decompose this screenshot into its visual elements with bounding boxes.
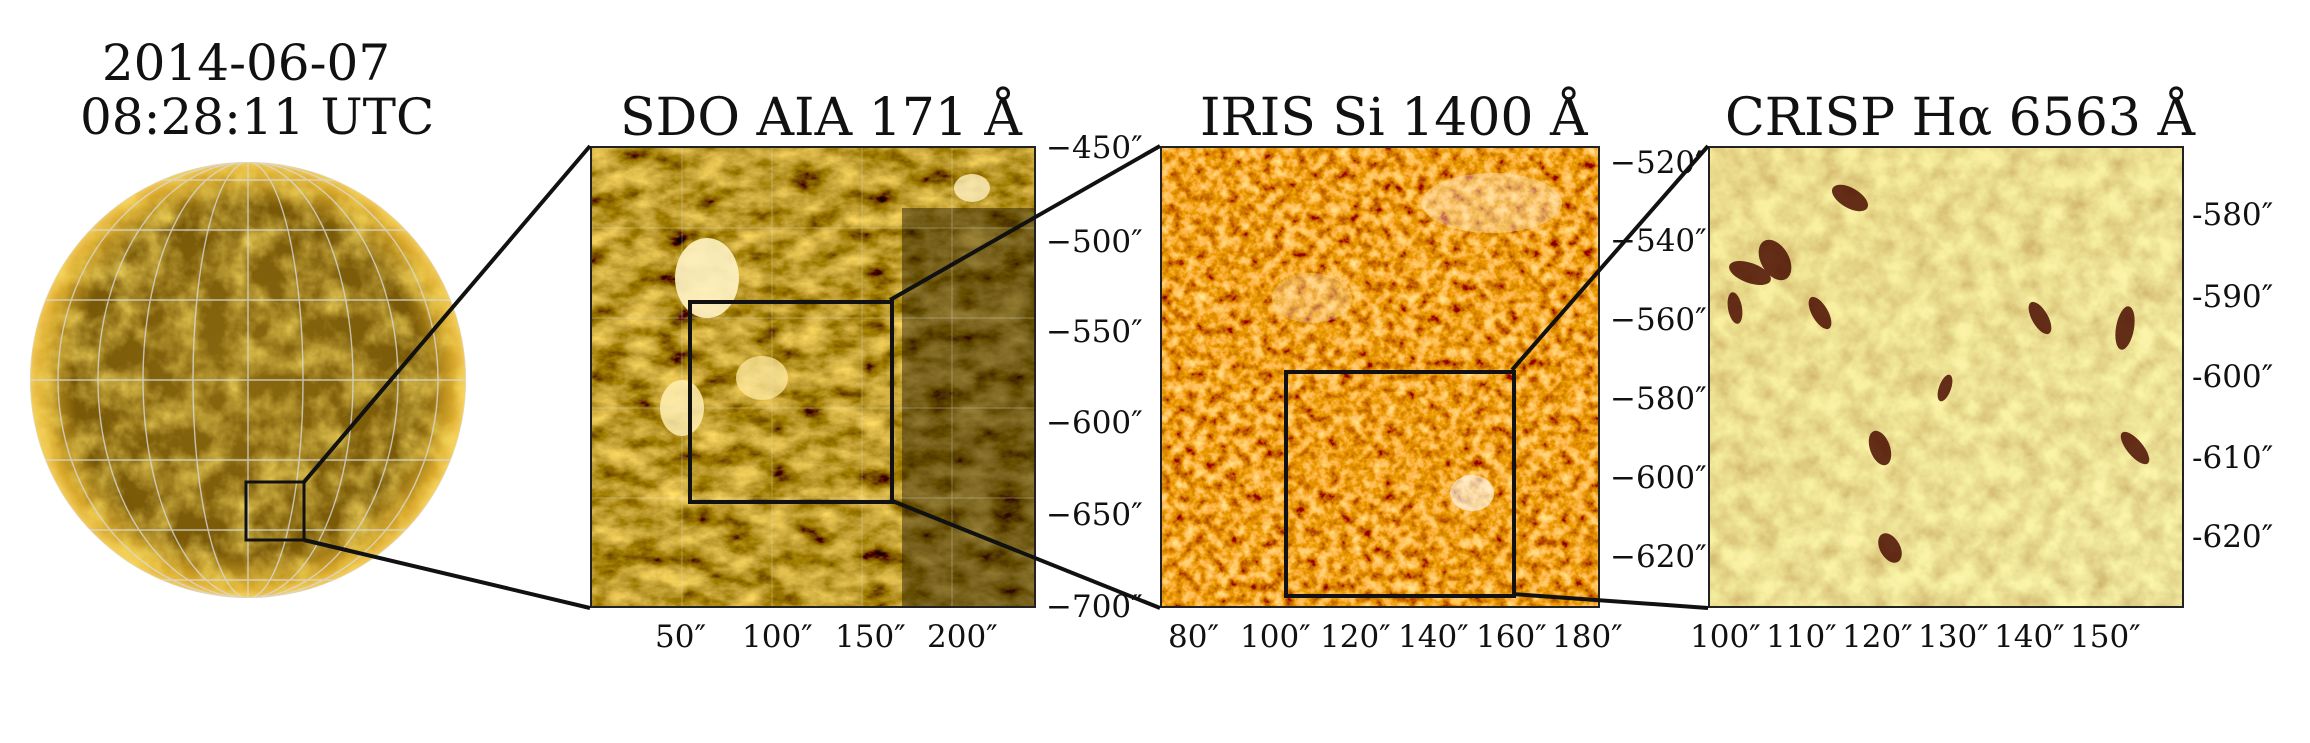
iris-y-tick: −600″ xyxy=(1610,460,1707,496)
aia-y-tick: −700″ xyxy=(1046,589,1143,625)
iris-y-tick: −620″ xyxy=(1610,539,1707,575)
aia-y-tick: −650″ xyxy=(1046,497,1143,533)
iris-x-tick: 140″ xyxy=(1398,619,1469,655)
crisp-y-tick: -610″ xyxy=(2192,440,2274,476)
aia-panel-title: SDO AIA 171 Å xyxy=(620,88,1022,148)
crisp-x-tick: 110″ xyxy=(1766,619,1837,655)
aia-y-tick: −500″ xyxy=(1046,224,1143,260)
crisp-y-tick: -620″ xyxy=(2192,519,2274,555)
crisp-x-tick: 100″ xyxy=(1690,619,1761,655)
iris-zoom-box xyxy=(1284,370,1516,598)
iris-x-tick: 160″ xyxy=(1476,619,1547,655)
iris-1400-image xyxy=(1160,146,1600,608)
crisp-y-tick: -580″ xyxy=(2192,197,2274,233)
iris-y-tick: −580″ xyxy=(1610,381,1707,417)
iris-x-tick: 120″ xyxy=(1320,619,1391,655)
crisp-x-tick: 140″ xyxy=(1994,619,2065,655)
aia-x-tick: 200″ xyxy=(927,619,998,655)
crisp-y-tick: -600″ xyxy=(2192,359,2274,395)
iris-y-tick: −560″ xyxy=(1610,302,1707,338)
iris-x-tick: 100″ xyxy=(1240,619,1311,655)
iris-x-tick: 180″ xyxy=(1552,619,1623,655)
aia-x-tick: 150″ xyxy=(835,619,906,655)
observation-time: 08:28:11 UTC xyxy=(80,88,435,146)
crisp-y-tick: -590″ xyxy=(2192,279,2274,315)
sun-zoom-box xyxy=(244,480,306,542)
aia-x-tick: 100″ xyxy=(742,619,813,655)
iris-x-tick: 80″ xyxy=(1168,619,1220,655)
aia-y-tick: −600″ xyxy=(1046,405,1143,441)
aia-zoom-box xyxy=(688,300,894,504)
iris-y-tick: −540″ xyxy=(1610,223,1707,259)
iris-panel-title: IRIS Si 1400 Å xyxy=(1200,88,1588,148)
aia-y-tick: −450″ xyxy=(1046,130,1143,166)
aia-171-image xyxy=(590,146,1036,608)
aia-y-tick: −550″ xyxy=(1046,314,1143,350)
aia-x-tick: 50″ xyxy=(655,619,707,655)
crisp-halpha-image xyxy=(1708,146,2184,608)
crisp-panel-title: CRISP Hα 6563 Å xyxy=(1725,88,2196,148)
crisp-x-tick: 130″ xyxy=(1918,619,1989,655)
crisp-x-tick: 150″ xyxy=(2070,619,2141,655)
crisp-x-tick: 120″ xyxy=(1842,619,1913,655)
iris-y-tick: −520″ xyxy=(1610,145,1707,181)
observation-date: 2014-06-07 xyxy=(101,34,391,92)
